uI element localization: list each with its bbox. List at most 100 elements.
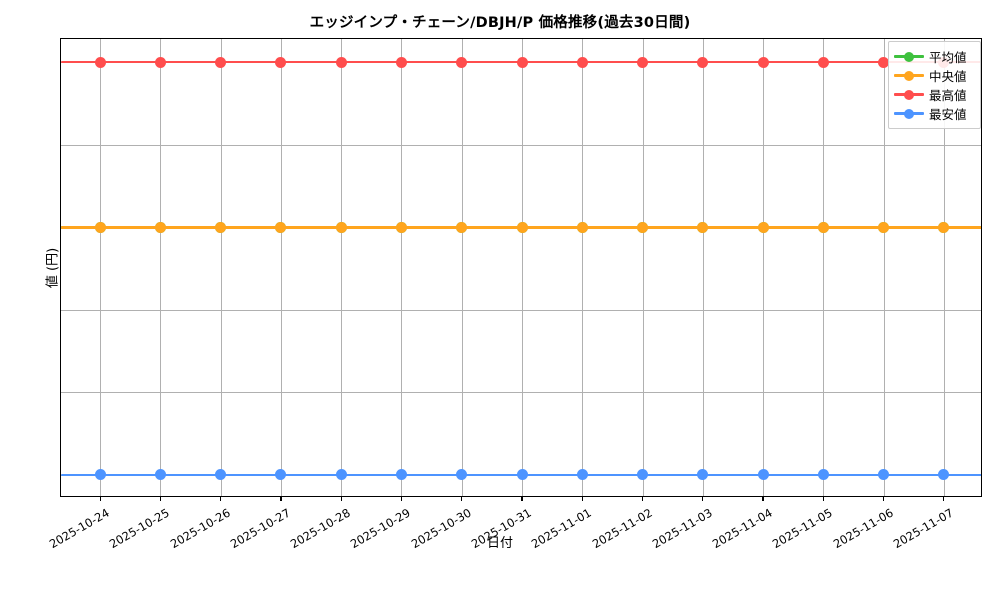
data-point-marker: [94, 469, 106, 481]
x-tick-mark: [641, 496, 644, 501]
series-segment: [943, 225, 981, 229]
legend-item-中央値[interactable]: 中央値: [894, 66, 974, 85]
legend-item-平均値[interactable]: 平均値: [894, 47, 974, 66]
data-point-marker: [576, 469, 588, 481]
data-point-marker: [817, 56, 829, 68]
series-segment: [100, 473, 161, 477]
series-segment: [763, 225, 824, 229]
data-point-marker: [516, 56, 528, 68]
data-point-marker: [817, 221, 829, 233]
gridline-vertical: [823, 39, 825, 496]
chart-legend[interactable]: 平均値 中央値最高値最安値: [888, 41, 981, 129]
gridline-vertical: [461, 39, 463, 496]
data-point-marker: [456, 221, 468, 233]
series-segment: [341, 473, 402, 477]
gridline-vertical: [642, 39, 644, 496]
series-segment: [220, 225, 281, 229]
series-segment: [61, 60, 101, 64]
series-segment: [341, 225, 402, 229]
data-point-marker: [154, 221, 166, 233]
series-segment: [883, 225, 944, 229]
series-segment: [702, 225, 764, 229]
series-segment: [823, 473, 884, 477]
series-segment: [883, 473, 944, 477]
x-tick-mark: [521, 496, 523, 501]
series-segment: [401, 60, 462, 64]
series-segment: [943, 473, 981, 477]
data-point-marker: [878, 469, 890, 481]
series-segment: [823, 225, 884, 229]
series-segment: [401, 473, 462, 477]
data-point-marker: [697, 56, 709, 68]
data-point-marker: [637, 56, 649, 68]
series-segment: [461, 60, 522, 64]
plot-area: 454647484950 2025-10-242025-10-252025-10…: [46, 38, 982, 551]
data-point-marker: [335, 469, 347, 481]
data-point-marker: [697, 469, 709, 481]
x-tick-mark: [762, 496, 764, 501]
x-tick-mark: [943, 496, 945, 501]
series-segment: [280, 60, 342, 64]
series-segment: [642, 225, 703, 229]
series-segment: [582, 60, 643, 64]
legend-swatch-icon: [894, 51, 924, 63]
data-point-marker: [154, 469, 166, 481]
series-segment: [100, 60, 161, 64]
series-segment: [160, 60, 221, 64]
data-point-marker: [395, 56, 407, 68]
data-point-marker: [637, 469, 649, 481]
legend-swatch-icon: [894, 108, 924, 120]
series-segment: [461, 473, 522, 477]
data-point-marker: [637, 221, 649, 233]
data-point-marker: [154, 56, 166, 68]
data-point-marker: [878, 221, 890, 233]
x-tick-mark: [702, 496, 704, 501]
gridline-vertical: [100, 39, 102, 496]
data-point-marker: [456, 469, 468, 481]
y-axis-label: 値 (円): [45, 247, 61, 288]
series-segment: [522, 60, 583, 64]
data-point-marker: [456, 56, 468, 68]
data-point-marker: [697, 221, 709, 233]
legend-item-label: 最安値: [929, 107, 967, 122]
data-point-marker: [757, 469, 769, 481]
x-tick-mark: [882, 496, 885, 501]
legend-item-label: 最高値: [929, 88, 967, 103]
series-segment: [522, 225, 583, 229]
gridline-vertical: [160, 39, 162, 496]
series-segment: [220, 473, 281, 477]
gridline-vertical: [702, 39, 704, 496]
gridline-horizontal: [61, 392, 981, 394]
data-point-marker: [576, 221, 588, 233]
series-segment: [702, 60, 764, 64]
data-point-marker: [335, 56, 347, 68]
x-axis-label: 日付: [486, 536, 513, 551]
series-segment: [100, 225, 161, 229]
x-tick-mark: [461, 496, 463, 501]
data-point-marker: [215, 221, 227, 233]
series-segment: [280, 473, 342, 477]
data-point-marker: [757, 221, 769, 233]
series-中央値: [61, 39, 981, 496]
data-point-marker: [335, 221, 347, 233]
data-point-marker: [395, 469, 407, 481]
data-point-marker: [94, 56, 106, 68]
gridline-vertical: [763, 39, 765, 496]
series-segment: [280, 225, 342, 229]
legend-item-最安値[interactable]: 最安値: [894, 104, 974, 123]
series-segment: [823, 60, 884, 64]
series-segment: [401, 225, 462, 229]
series-segment: [61, 225, 101, 229]
data-point-marker: [878, 56, 890, 68]
gridline-vertical: [883, 39, 885, 496]
gridline-vertical: [582, 39, 584, 496]
x-tick-mark: [400, 496, 403, 501]
data-point-marker: [938, 221, 950, 233]
series-最安値: [61, 39, 981, 496]
data-point-marker: [938, 469, 950, 481]
data-point-marker: [395, 221, 407, 233]
series-segment: [702, 473, 764, 477]
series-segment: [61, 473, 101, 477]
legend-item-最高値[interactable]: 最高値: [894, 85, 974, 104]
gridline-horizontal: [61, 144, 981, 146]
